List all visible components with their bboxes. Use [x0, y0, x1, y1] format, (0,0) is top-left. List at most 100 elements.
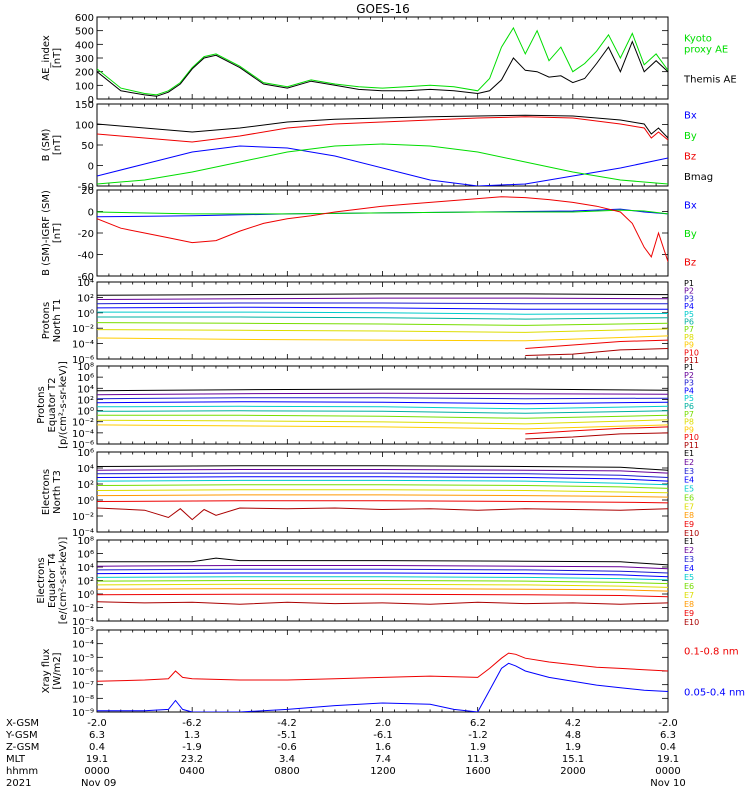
y-tick-label: 10⁻⁴	[72, 340, 94, 351]
series-E8	[97, 494, 668, 498]
legend-label-line: E1	[684, 537, 694, 546]
y-tick-label: 10⁻²	[72, 324, 94, 335]
y-tick-label: 10⁶	[77, 448, 94, 459]
legend-label-line: P3	[684, 379, 694, 388]
legend-label: E1	[684, 449, 694, 458]
footer-row-label: Z-GSM	[6, 742, 39, 753]
panel-protons-e: 10⁸10⁶10⁴10²10⁰10⁻²10⁻⁴10⁻⁶ProtonsEquato…	[36, 361, 699, 451]
series-P10	[525, 426, 668, 435]
legend-label-line: 0.05-0.4 nm	[684, 688, 745, 699]
y-tick-label: 10⁻³	[72, 626, 94, 637]
y-tick-label: 10⁻⁸	[72, 694, 94, 705]
footer-cell: 1.9	[470, 742, 486, 753]
footer-row-label: 2021	[6, 778, 31, 789]
y-axis-label-line: Equator T4	[47, 553, 58, 608]
legend-label: E7	[684, 502, 694, 511]
series-P4	[97, 306, 668, 310]
footer-cell: 23.2	[181, 754, 203, 765]
series-Bz	[97, 116, 668, 143]
legend-label-line: P6	[684, 402, 694, 411]
footer-cell: -2.0	[658, 718, 678, 729]
legend-label: P9	[684, 425, 694, 434]
legend-label-line: E8	[684, 600, 694, 609]
y-tick-label: 10⁰	[77, 309, 94, 320]
y-tick-label: 150	[75, 100, 94, 111]
series-P4	[97, 401, 668, 405]
legend-label-line: P5	[684, 310, 694, 319]
legend-label-line: P9	[684, 425, 694, 434]
y-axis-label-line: Electrons	[41, 469, 52, 515]
series-P1	[97, 293, 668, 296]
footer-cell: 11.3	[467, 754, 489, 765]
footer-cell: 0.4	[660, 742, 676, 753]
legend-label: E8	[684, 600, 694, 609]
y-tick-label: 10⁸	[77, 362, 94, 373]
series-E9	[97, 593, 668, 598]
y-tick-label: 10⁴	[77, 278, 94, 289]
legend-label: E2	[684, 546, 694, 555]
legend-label-line: P8	[684, 418, 694, 427]
legend-label-line: Bx	[684, 110, 697, 121]
legend-label: P11	[684, 356, 699, 365]
legend-label-line: E5	[684, 485, 694, 494]
series-P6	[97, 316, 668, 320]
y-tick-label: 10⁰	[77, 496, 94, 507]
series-E1	[97, 465, 668, 471]
y-tick-label: 10⁻²	[72, 418, 94, 429]
legend-label-line: E3	[684, 555, 694, 564]
y-tick-label: 10⁻⁴	[72, 617, 94, 628]
series-E1	[97, 557, 668, 566]
series-P9	[97, 335, 668, 342]
series-P2	[97, 297, 668, 300]
legend-label: P11	[684, 441, 699, 450]
legend-label-line: E10	[684, 618, 699, 627]
legend-label-line: Kyoto	[684, 34, 712, 45]
y-tick-label: 10⁻⁴	[72, 429, 94, 440]
y-axis-label: B (SM)[nT]	[41, 128, 63, 161]
legend-label-line: E7	[684, 591, 694, 600]
footer-cell: 4.8	[565, 730, 581, 741]
panel-frame	[96, 365, 669, 445]
series-P11	[525, 432, 668, 440]
legend-label: Bz	[684, 151, 696, 162]
series-P8	[97, 328, 668, 333]
y-axis-label-line: Protons	[41, 302, 52, 339]
legend-label-line: P9	[684, 341, 694, 350]
y-tick-label: 10⁻²	[72, 604, 94, 615]
series-P9	[97, 424, 668, 430]
legend-label-line: E4	[684, 476, 694, 485]
y-tick-label: 10⁻⁶	[72, 667, 94, 678]
legend-label-line: E7	[684, 502, 694, 511]
y-tick-label: 10⁴	[77, 563, 94, 574]
legend-label: P3	[684, 294, 694, 303]
legend-label: E5	[684, 485, 694, 494]
y-axis-label-line: Xray flux	[41, 649, 52, 694]
y-tick-label: 10⁻⁶	[72, 355, 94, 366]
footer-cell: 6.3	[660, 730, 676, 741]
series-E10	[97, 601, 668, 605]
legend-label: By	[684, 131, 697, 142]
footer-cell: -0.6	[277, 742, 297, 753]
panel-ae: 600 500 400 300 200 100 0 AE_index[nT] Kyoto prox…	[41, 13, 737, 106]
legend-label: P8	[684, 333, 694, 342]
panel-xray: 10⁻³ 10⁻⁴ 10⁻⁵ 10⁻⁶ 10⁻⁷ 10⁻⁸ 10⁻⁹ Xray flux[W/…	[41, 626, 745, 719]
panel-frame	[96, 189, 669, 277]
footer-cell: 0400	[179, 766, 204, 777]
legend-label: E3	[684, 467, 694, 476]
legend-label: E10	[684, 529, 699, 538]
series-By	[97, 143, 668, 185]
y-axis-label-line: [nT]	[52, 48, 63, 68]
footer-cell: 0800	[274, 766, 299, 777]
series-E5	[97, 576, 668, 581]
y-axis-label-line: Electrons	[36, 557, 47, 603]
legend-label-line: proxy AE	[684, 45, 728, 56]
series-P2	[97, 392, 668, 396]
legend-label: P10	[684, 348, 699, 357]
y-axis-label-line: [nT]	[52, 223, 63, 243]
legend-label: E1	[684, 537, 694, 546]
legend-label: Bz	[684, 258, 696, 269]
footer-table: X-GSMY-GSMZ-GSMMLThhmm2021-2.06.30.419.1…	[5, 718, 686, 789]
legend-label: Bx	[684, 110, 697, 121]
legend-label: P8	[684, 418, 694, 427]
y-tick-label: 0	[88, 95, 94, 106]
